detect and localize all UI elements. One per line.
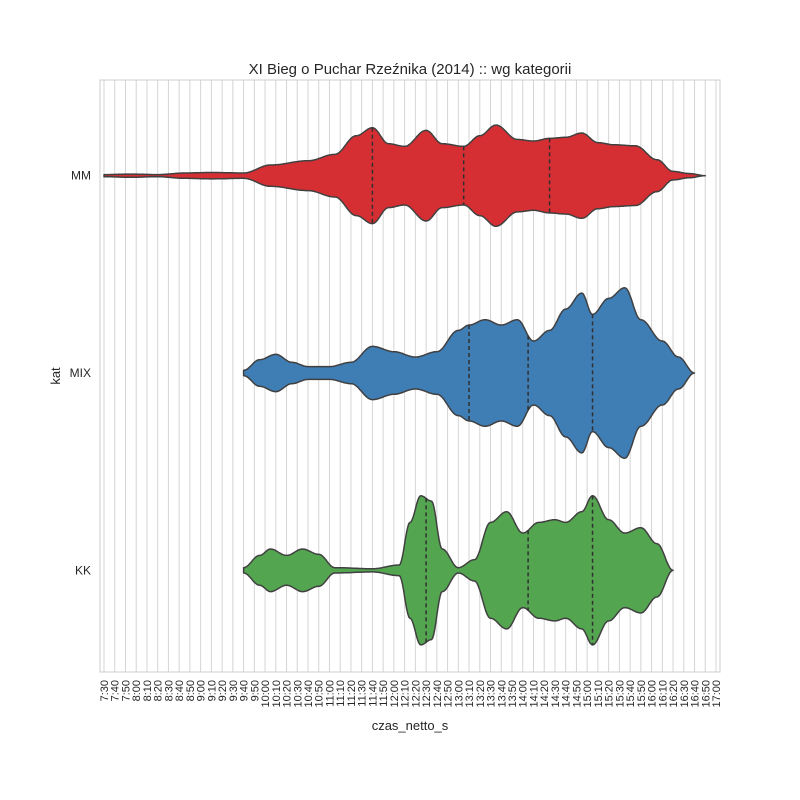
x-tick-label: 15:40: [625, 680, 637, 708]
x-tick-label: 11:10: [335, 680, 347, 707]
x-tick-label: 11:40: [367, 680, 379, 707]
x-tick-label: 14:20: [539, 680, 551, 708]
x-tick-label: 15:00: [582, 680, 594, 708]
x-tick-labels: 7:307:407:508:008:108:208:308:408:509:00…: [99, 680, 723, 708]
x-tick-label: 16:50: [700, 680, 712, 708]
x-tick-label: 11:00: [324, 680, 336, 707]
x-tick-label: 10:00: [260, 680, 272, 708]
x-tick-label: 15:20: [604, 680, 616, 708]
x-tick-label: 8:30: [163, 680, 175, 701]
x-tick-label: 8:50: [185, 680, 197, 701]
x-tick-label: 8:10: [142, 680, 154, 701]
x-tick-label: 10:50: [314, 680, 326, 708]
x-tick-label: 8:00: [131, 680, 143, 701]
x-tick-label: 16:00: [647, 680, 659, 708]
violin-mm: [103, 124, 707, 228]
x-tick-label: 14:40: [561, 680, 573, 708]
x-tick-label: 16:30: [679, 680, 691, 708]
x-tick-label: 14:00: [518, 680, 530, 708]
x-tick-label: 9:10: [206, 680, 218, 701]
y-category-labels: MM MIX KK: [70, 169, 91, 578]
chart-title: XI Bieg o Puchar Rzeźnika (2014) :: wg k…: [249, 61, 572, 78]
y-category-label: KK: [75, 563, 91, 577]
x-tick-label: 17:00: [711, 680, 723, 708]
x-axis-label: czas_netto_s: [372, 718, 449, 733]
x-tick-label: 10:10: [271, 680, 283, 708]
x-tick-label: 8:20: [153, 680, 165, 701]
x-tick-label: 13:40: [496, 680, 508, 708]
x-tick-label: 11:50: [378, 680, 390, 707]
x-tick-label: 15:50: [636, 680, 648, 708]
y-axis-label: kat: [48, 367, 63, 385]
x-tick-label: 7:30: [99, 680, 111, 701]
violin-mix: [242, 287, 696, 459]
violins: [103, 124, 707, 646]
x-tick-label: 12:40: [432, 680, 444, 708]
x-tick-label: 10:30: [292, 680, 304, 708]
plot-frame: [99, 79, 721, 673]
x-tick-label: 13:00: [453, 680, 465, 708]
x-tick-label: 11:20: [346, 680, 358, 707]
y-category-label: MIX: [70, 366, 91, 380]
x-tick-label: 7:50: [120, 680, 132, 701]
x-tick-label: 9:50: [249, 680, 261, 701]
x-tick-label: 16:20: [668, 680, 680, 708]
x-tick-label: 7:40: [110, 680, 122, 701]
x-tick-label: 15:30: [614, 680, 626, 708]
x-tick-label: 15:10: [593, 680, 605, 708]
x-tick-label: 10:40: [303, 680, 315, 708]
x-tick-label: 14:10: [528, 680, 540, 708]
x-tick-label: 14:50: [571, 680, 583, 708]
x-tick-label: 13:10: [464, 680, 476, 708]
x-tick-label: 9:40: [239, 680, 251, 701]
x-tick-label: 12:30: [421, 680, 433, 708]
x-tick-label: 12:50: [443, 680, 455, 708]
x-tick-label: 9:00: [196, 680, 208, 701]
x-tick-label: 13:30: [486, 680, 498, 708]
violin-kk: [242, 494, 674, 646]
x-tick-label: 16:40: [690, 680, 702, 708]
x-tick-label: 12:10: [400, 680, 412, 708]
x-tick-label: 13:20: [475, 680, 487, 708]
x-tick-label: 9:20: [217, 680, 229, 701]
x-tick-label: 11:30: [357, 680, 369, 707]
y-category-label: MM: [71, 169, 91, 183]
x-tick-label: 16:10: [657, 680, 669, 708]
x-tick-label: 12:20: [410, 680, 422, 708]
x-tick-label: 8:40: [174, 680, 186, 701]
x-tick-label: 12:00: [389, 680, 401, 708]
x-tick-label: 13:50: [507, 680, 519, 708]
x-tick-label: 14:30: [550, 680, 562, 708]
x-tick-label: 9:30: [228, 680, 240, 701]
x-tick-label: 10:20: [282, 680, 294, 708]
